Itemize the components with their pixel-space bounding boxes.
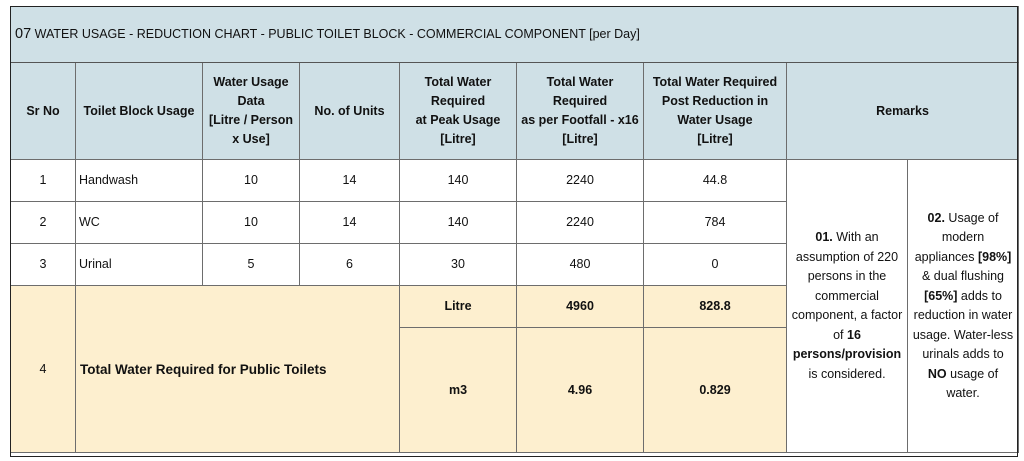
cell-footfall: 480 — [516, 243, 644, 286]
table-title: 07 WATER USAGE - REDUCTION CHART - PUBLI… — [9, 6, 1020, 63]
total-row-litre: 4 Total Water Required for Public Toilet… — [10, 285, 1019, 453]
total-post-m3: 0.829 — [643, 327, 787, 453]
title-number: 07 — [15, 26, 32, 42]
cell-usage: Urinal — [75, 243, 203, 286]
title-text: WATER USAGE - REDUCTION CHART - PUBLIC T… — [34, 27, 640, 41]
table-row: 3 Urinal 5 6 30 480 0 — [10, 243, 1019, 286]
cell-post: 0 — [643, 243, 787, 286]
header-total-peak: Total Water Required at Peak Usage [Litr… — [399, 62, 517, 160]
header-remarks: Remarks — [785, 62, 1020, 160]
total-unit-m3: m3 — [399, 327, 517, 453]
cell-sr: 2 — [10, 201, 76, 244]
cell-data: 10 — [202, 201, 300, 244]
table-outer-border — [10, 6, 1018, 457]
total-label: Total Water Required for Public Toilets — [75, 285, 400, 453]
remark-01: 01. With an assumption of 220 persons in… — [786, 159, 908, 453]
total-post-litre: 828.8 — [643, 285, 787, 328]
header-no-of-units: No. of Units — [299, 62, 400, 160]
cell-post: 784 — [643, 201, 787, 244]
water-usage-table: 07 WATER USAGE - REDUCTION CHART - PUBLI… — [9, 6, 1020, 453]
cell-peak: 30 — [399, 243, 517, 286]
total-sr: 4 — [10, 285, 76, 453]
cell-footfall: 2240 — [516, 159, 644, 202]
header-toilet-block-usage: Toilet Block Usage — [75, 62, 203, 160]
header-total-footfall: Total Water Required as per Footfall - x… — [516, 62, 644, 160]
total-footfall-m3: 4.96 — [516, 327, 644, 453]
total-unit-litre: Litre — [399, 285, 517, 328]
cell-units: 14 — [299, 159, 400, 202]
header-water-usage-data: Water Usage Data [Litre / Person x Use] — [202, 62, 300, 160]
cell-post: 44.8 — [643, 159, 787, 202]
cell-units: 14 — [299, 201, 400, 244]
table-row: 2 WC 10 14 140 2240 784 — [10, 201, 1019, 244]
cell-usage: Handwash — [75, 159, 203, 202]
cell-units: 6 — [299, 243, 400, 286]
cell-sr: 3 — [10, 243, 76, 286]
cell-sr: 1 — [10, 159, 76, 202]
header-sr-no: Sr No — [10, 62, 76, 160]
cell-data: 5 — [202, 243, 300, 286]
cell-footfall: 2240 — [516, 201, 644, 244]
remark-02: 02. Usage of modern appliances [98%] & d… — [906, 159, 1020, 453]
cell-usage: WC — [75, 201, 203, 244]
table-row: 1 Handwash 10 14 14 0 2240 44.8 01. With … — [10, 159, 1020, 453]
